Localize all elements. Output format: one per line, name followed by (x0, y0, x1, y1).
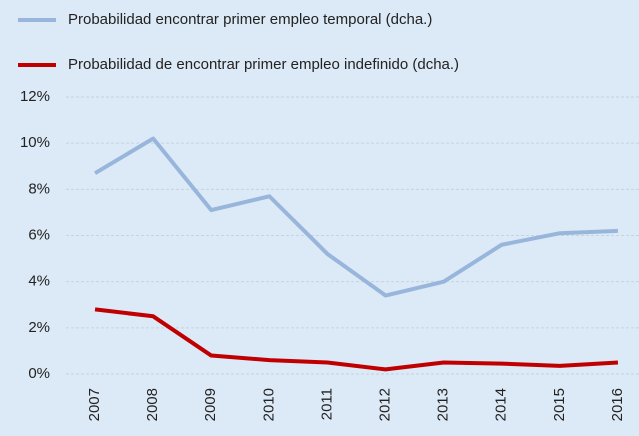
y-tick-label: 10% (20, 134, 50, 151)
x-tick-label: 2015 (551, 388, 568, 421)
x-tick-label: 2012 (377, 388, 394, 421)
y-tick-label: 0% (28, 365, 50, 382)
y-tick-label: 2% (28, 319, 50, 336)
x-tick-label: 2010 (260, 388, 277, 421)
x-tick-label: 2013 (435, 388, 452, 421)
x-tick-label: 2007 (86, 388, 103, 421)
y-tick-label: 6% (28, 226, 50, 243)
line-series (94, 136, 619, 298)
x-tick-label: 2008 (144, 388, 161, 421)
x-tick-label: 2016 (609, 388, 626, 421)
y-tick-label: 4% (28, 273, 50, 290)
x-tick-label: 2011 (318, 388, 335, 420)
y-tick-label: 12% (20, 88, 50, 105)
y-tick-label: 8% (28, 180, 50, 197)
line-series (94, 307, 619, 372)
legend-label: Probabilidad de encontrar primer empleo … (68, 56, 459, 73)
legend-label: Probabilidad encontrar primer empleo tem… (68, 11, 432, 28)
x-tick-label: 2009 (202, 388, 219, 421)
x-tick-label: 2014 (493, 388, 510, 421)
